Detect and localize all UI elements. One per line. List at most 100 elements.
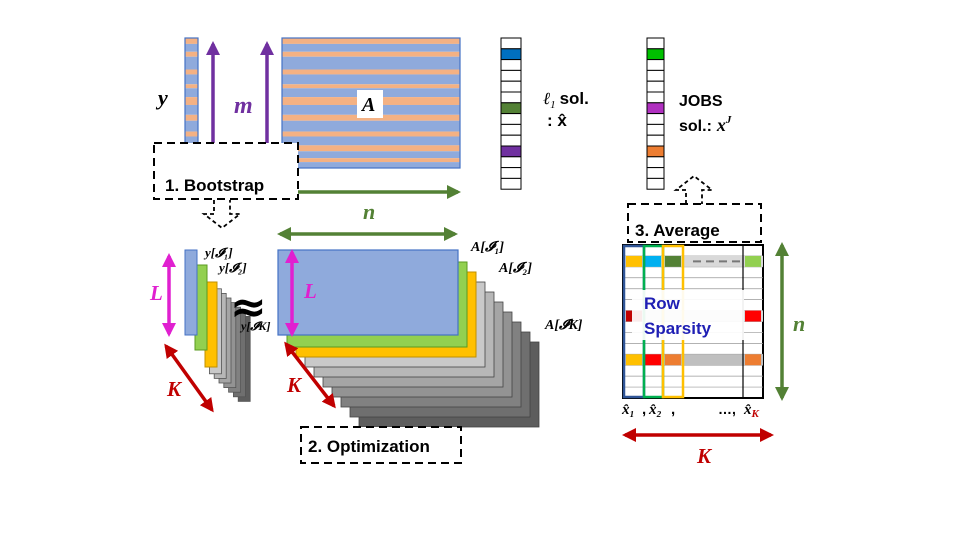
vector-cell (500, 123, 522, 136)
stripe (282, 136, 460, 146)
cell (645, 255, 661, 267)
stripe (185, 69, 198, 75)
approx-symbol: ≈ (230, 282, 267, 333)
stripe (282, 162, 460, 168)
row-sparsity-box (632, 290, 744, 340)
A-subsample-stack (277, 249, 540, 428)
vector-cell (500, 80, 522, 93)
cell (745, 255, 761, 267)
y-IK-label: y[𝓘K] (239, 319, 270, 333)
average-box (627, 203, 762, 243)
stripe (282, 43, 460, 52)
dots-label: …, (718, 401, 736, 417)
K-arrow-left (164, 343, 214, 413)
vector-cell (500, 134, 522, 147)
stripe (282, 120, 460, 132)
stripe (282, 38, 460, 44)
cell (645, 354, 661, 366)
L-label-left: L (149, 281, 163, 305)
stripe (185, 120, 198, 132)
stripe (185, 84, 198, 89)
vector-cell (500, 37, 522, 50)
vector-cell (500, 59, 522, 71)
stripe (282, 145, 460, 152)
vector-cell (646, 80, 665, 93)
stripe (185, 56, 198, 70)
stripe (282, 56, 460, 70)
stripe (282, 151, 460, 159)
stripe (282, 84, 460, 89)
y-vector-label: y (155, 85, 168, 110)
A-I1-label: A[𝓘₁] (470, 240, 504, 255)
l1-solution-vector (500, 37, 522, 190)
stripe (185, 104, 198, 115)
vector-cell (646, 145, 665, 158)
vector-cell (646, 59, 665, 71)
vector-cell (646, 123, 665, 136)
vector-cell (500, 69, 522, 82)
sparsity-label: Sparsity (644, 319, 712, 338)
vector-cell (646, 69, 665, 82)
y-I2-label: y[𝓘₂] (217, 260, 247, 275)
x1-label: x̂₁ (621, 402, 635, 418)
n-label-top: n (363, 199, 375, 224)
cell (626, 255, 642, 267)
jobs-solution-vector (646, 37, 665, 190)
vector-cell (646, 91, 665, 104)
vector-cell (646, 37, 665, 50)
vector-cell (646, 113, 665, 125)
L-label-mid: L (303, 279, 317, 303)
l1-sol-label: ℓ1 sol. (543, 89, 589, 111)
sep2: , (671, 401, 675, 418)
stripe (185, 43, 198, 52)
K-arrow-mid (284, 341, 336, 409)
bootstrap-down-arrow (201, 200, 243, 230)
vector-cell (646, 156, 665, 169)
vector-cell (500, 102, 522, 115)
sep1: , (642, 401, 646, 418)
cell (626, 354, 642, 366)
x2-label: x̂₂ (648, 402, 662, 418)
bootstrap-box (153, 142, 299, 200)
cell (665, 255, 681, 267)
cell (665, 354, 681, 366)
stripe (282, 158, 460, 163)
stripe (282, 69, 460, 75)
vector-cell (646, 48, 665, 61)
jobs-label: JOBS (679, 93, 723, 110)
vector-cell (646, 177, 665, 190)
stripe (185, 114, 198, 121)
average-up-arrow (673, 174, 715, 204)
A-label-box (357, 90, 383, 118)
A-label: A (360, 94, 375, 116)
vector-cell (646, 134, 665, 147)
jobs-sol-label: sol.: xJ (679, 114, 732, 135)
stripe (185, 88, 198, 98)
A-subsample-0 (277, 249, 459, 336)
stripe (185, 97, 198, 105)
vector-cell (500, 167, 522, 179)
cell (745, 310, 761, 322)
y-subsample-0 (184, 249, 198, 336)
stripe (282, 51, 460, 57)
optimization-box (300, 426, 462, 464)
bootstrap-label: 1. Bootstrap (165, 176, 264, 195)
l1-sol-var: : x̂ (547, 111, 567, 130)
y-I1-label: y[𝓘₁] (203, 245, 233, 260)
m-label: m (234, 93, 253, 119)
cell (745, 354, 761, 366)
vector-cell (646, 102, 665, 115)
optimization-label: 2. Optimization (308, 437, 430, 456)
K-label-mid: K (286, 373, 303, 397)
A-IK-label: A[𝓘K] (544, 318, 583, 333)
xK-label: x̂K (743, 402, 760, 420)
K-label-left: K (166, 377, 183, 401)
vector-cell (500, 156, 522, 169)
average-label: 3. Average (635, 221, 720, 240)
n-label-right: n (793, 311, 805, 336)
vector-cell (500, 91, 522, 104)
vector-cell (500, 113, 522, 125)
row-label: Row (644, 294, 681, 313)
vector-cell (646, 167, 665, 179)
